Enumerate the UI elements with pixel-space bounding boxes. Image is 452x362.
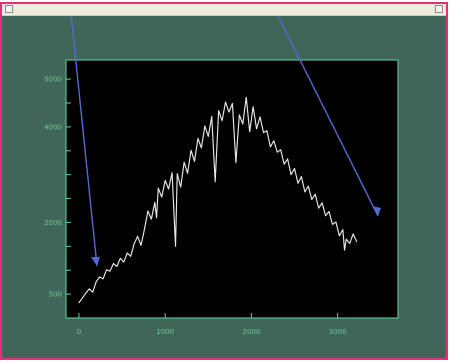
series-group (78, 96, 358, 304)
x-tick-label: 0 (77, 328, 81, 336)
spectrum-series-line-0 (78, 96, 358, 304)
y-axis-ticks (66, 78, 71, 319)
x-tick-label: 3000 (329, 328, 347, 336)
annotation-arrow-left (70, 16, 100, 267)
title-bar[interactable] (2, 4, 446, 16)
y-tick-label: 4000 (44, 123, 62, 131)
spectrum-chart: 0 1000 2000 3000 500 2000 4000 5000 (44, 16, 399, 336)
window-close-button[interactable] (435, 5, 443, 13)
x-tick-label: 1000 (156, 328, 174, 336)
x-axis-ticks (78, 313, 339, 318)
annotation-arrow-right (277, 16, 381, 217)
plot-area (65, 59, 399, 319)
y-tick-label: 2000 (44, 219, 62, 227)
x-tick-label: 2000 (242, 328, 260, 336)
y-axis-tick-labels: 500 2000 4000 5000 (44, 76, 62, 299)
window-menu-button[interactable] (5, 5, 13, 13)
y-tick-label: 500 (49, 291, 62, 299)
y-tick-label: 5000 (44, 76, 62, 84)
x-axis-tick-labels: 0 1000 2000 3000 (77, 328, 347, 336)
